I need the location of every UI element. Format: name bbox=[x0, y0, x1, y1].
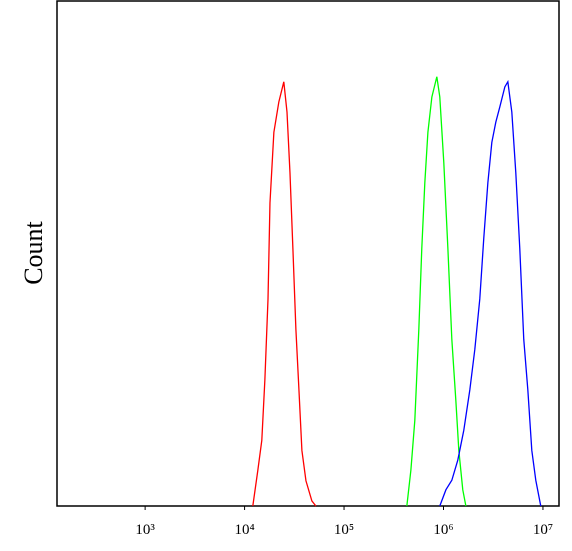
histogram-line bbox=[439, 79, 542, 507]
y-axis-label: Count bbox=[19, 220, 48, 284]
x-tick-label: 10⁴ bbox=[234, 522, 254, 538]
x-tick-label: 10⁵ bbox=[334, 522, 354, 538]
x-tick-label: 10⁶ bbox=[433, 522, 453, 538]
x-tick-label: 10⁷ bbox=[533, 522, 553, 538]
x-tick-label: 10³ bbox=[135, 522, 155, 538]
histogram-line bbox=[252, 81, 317, 507]
histogram-line bbox=[406, 76, 467, 507]
plot-frame bbox=[56, 0, 560, 507]
